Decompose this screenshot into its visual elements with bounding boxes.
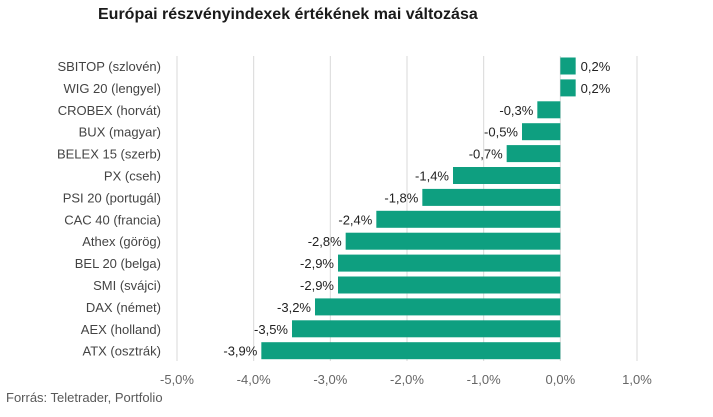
- category-label: CROBEX (horvát): [58, 103, 161, 118]
- x-tick-label: 1,0%: [622, 372, 652, 387]
- x-tick-label: -2,0%: [390, 372, 424, 387]
- data-label: -3,5%: [254, 322, 288, 337]
- bar: [315, 298, 561, 316]
- bar: [338, 254, 561, 272]
- x-tick-label: -5,0%: [160, 372, 194, 387]
- category-label: BELEX 15 (szerb): [57, 147, 161, 162]
- bar: [261, 342, 561, 360]
- data-label: -1,4%: [415, 169, 449, 184]
- bar: [422, 188, 561, 206]
- category-label: ATX (osztrák): [83, 344, 162, 359]
- data-label: -0,5%: [484, 125, 518, 140]
- x-tick-label: -1,0%: [467, 372, 501, 387]
- chart-title: Európai részvényindexek értékének mai vá…: [98, 6, 478, 23]
- category-label: PX (cseh): [104, 169, 161, 184]
- category-label: DAX (német): [86, 300, 161, 315]
- bar: [537, 101, 561, 119]
- bar: [338, 276, 561, 294]
- bar-chart: -5,0% -4,0% -3,0% -2,0% -1,0% 0,0% 1,0% SBITOP …: [57, 56, 652, 387]
- category-label: CAC 40 (francia): [64, 212, 161, 227]
- data-label: -3,9%: [223, 344, 257, 359]
- data-label: -0,7%: [469, 147, 503, 162]
- bar: [292, 320, 561, 338]
- bar: [376, 210, 561, 228]
- category-label: BUX (magyar): [79, 125, 161, 140]
- data-label: -0,3%: [499, 103, 533, 118]
- bar: [522, 123, 561, 141]
- data-label: -1,8%: [384, 190, 418, 205]
- category-label: BEL 20 (belga): [75, 256, 161, 271]
- bar: [506, 145, 561, 163]
- bar: [560, 79, 576, 97]
- bar: [453, 167, 561, 184]
- x-tick-label: -3,0%: [313, 372, 347, 387]
- category-label: PSI 20 (portugál): [63, 190, 161, 205]
- data-label: -2,4%: [338, 212, 372, 227]
- category-label: WIG 20 (lengyel): [63, 81, 161, 96]
- category-label: SMI (svájci): [93, 278, 161, 293]
- category-label: Athex (görög): [82, 234, 161, 249]
- x-tick-label: 0,0%: [546, 372, 576, 387]
- data-label: -2,8%: [308, 234, 342, 249]
- data-label: 0,2%: [581, 81, 611, 96]
- bar: [345, 232, 561, 250]
- x-tick-label: -4,0%: [237, 372, 271, 387]
- data-label: -2,9%: [300, 278, 334, 293]
- category-label: AEX (holland): [81, 322, 161, 337]
- source-note: Forrás: Teletrader, Portfolio: [6, 390, 163, 405]
- bar: [560, 57, 576, 75]
- data-label: -2,9%: [300, 256, 334, 271]
- data-label: 0,2%: [581, 59, 611, 74]
- category-label: SBITOP (szlovén): [57, 59, 161, 74]
- data-label: -3,2%: [277, 300, 311, 315]
